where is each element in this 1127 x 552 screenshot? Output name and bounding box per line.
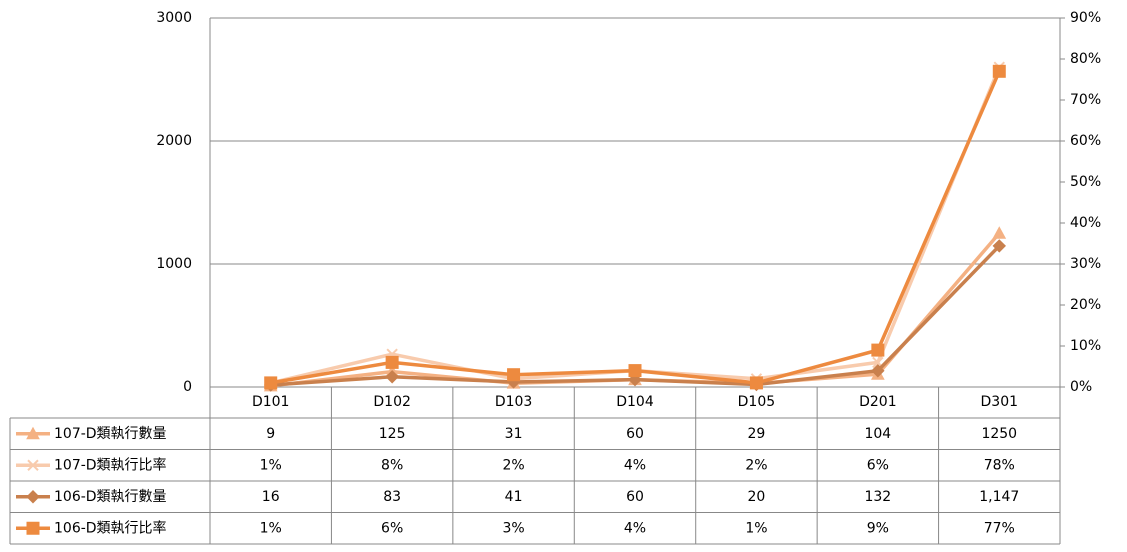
x-tick-label: D104 [616,394,654,410]
table-value: 125 [379,426,406,442]
series-marker [507,368,521,382]
y2-tick-label: 50% [1070,174,1101,190]
series-marker [264,376,278,390]
x-tick-label: D103 [495,394,533,410]
table-value: 132 [864,489,891,505]
legend-marker [27,459,39,471]
series-line [270,66,1001,385]
legend-marker [26,521,40,535]
series-marker [992,64,1006,78]
table-value: 29 [748,426,766,442]
legend-label: 106-D類執行數量 [54,489,167,505]
y2-tick-label: 30% [1070,256,1101,272]
y2-tick-label: 90% [1070,10,1101,26]
table-value: 104 [864,426,891,442]
table-value: 4% [624,457,646,473]
series-marker [749,376,763,390]
table-value: 20 [748,489,766,505]
y2-tick-label: 0% [1070,379,1092,395]
table-value: 77% [984,520,1015,536]
y2-tick-label: 70% [1070,92,1101,108]
table-value: 31 [505,426,523,442]
series-marker [992,239,1006,253]
table-value: 6% [381,520,403,536]
y2-tick-label: 20% [1070,297,1101,313]
y2-tick-label: 10% [1070,338,1101,354]
series-marker [385,355,399,369]
y-tick-label: 1000 [156,256,192,272]
table-value: 60 [626,426,644,442]
legend-label: 107-D類執行數量 [54,426,167,442]
table-value: 1% [745,520,767,536]
x-tick-label: D102 [373,394,411,410]
legend-label: 106-D類執行比率 [54,519,167,536]
series-marker [385,370,399,384]
table-value: 2% [745,457,767,473]
table-value: 6% [867,457,889,473]
table-value: 1250 [981,426,1017,442]
series-marker [992,226,1007,239]
table-value: 41 [505,489,523,505]
series-marker [871,364,885,378]
legend-marker [26,426,40,440]
table-value: 9% [867,520,889,536]
table-value: 3% [502,520,524,536]
legend-label: 107-D類執行比率 [54,456,167,473]
table-value: 9 [266,426,275,442]
y2-tick-label: 40% [1070,215,1101,231]
legend-marker [26,490,40,504]
series-marker [628,364,642,378]
table-value: 78% [984,457,1015,473]
x-tick-label: D101 [252,394,290,410]
x-tick-label: D105 [738,394,776,410]
y2-tick-label: 60% [1070,133,1101,149]
table-value: 2% [502,457,524,473]
x-tick-label: D301 [981,394,1019,410]
table-value: 8% [381,457,403,473]
table-value: 83 [383,489,401,505]
table-value: 16 [262,489,280,505]
table-value: 60 [626,489,644,505]
y-tick-label: 3000 [156,10,192,26]
table-value: 1% [260,457,282,473]
table-value: 1,147 [979,489,1019,505]
y-tick-label: 0 [183,379,192,395]
y2-tick-label: 80% [1070,51,1101,67]
series-marker [871,343,885,357]
x-tick-label: D201 [859,394,897,410]
table-value: 1% [260,520,282,536]
y-tick-label: 2000 [156,133,192,149]
table-value: 4% [624,520,646,536]
